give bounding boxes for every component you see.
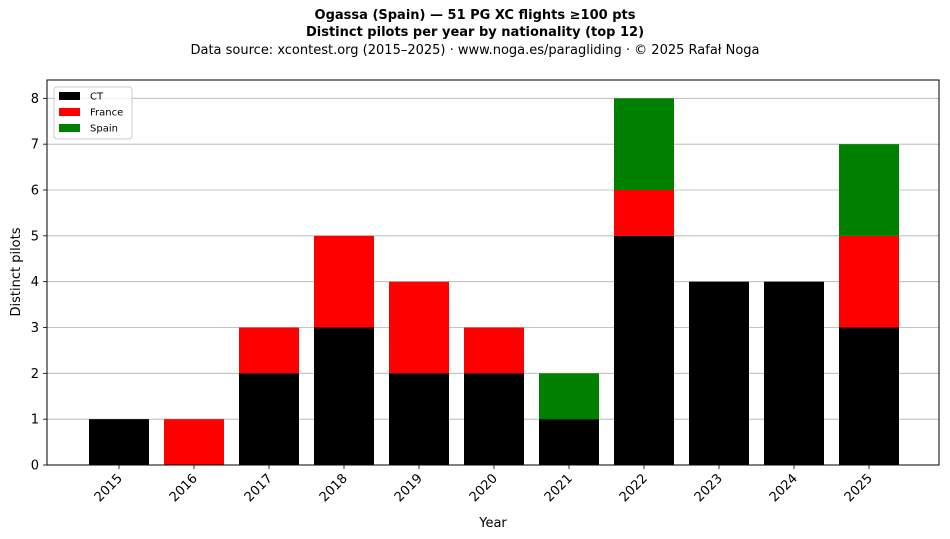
legend-swatch [59, 92, 80, 100]
bar-france-2018 [314, 235, 374, 328]
chart-title-line2: Distinct pilots per year by nationality … [305, 25, 645, 40]
y-tick-label: 6 [31, 184, 39, 199]
x-tick-label: 2016 [167, 471, 201, 505]
legend: CT France Spain [53, 86, 133, 140]
legend-label: France [90, 108, 123, 119]
x-tick-label: 2017 [242, 471, 276, 505]
chart-title: Ogassa (Spain) — 51 PG XC flights ≥100 p… [314, 8, 636, 23]
x-tick-label: 2023 [692, 471, 726, 505]
bar-spain-2022 [614, 98, 674, 190]
y-tick-label: 8 [31, 92, 39, 107]
x-tick-label: 2018 [317, 471, 351, 505]
x-tick-label: 2019 [392, 471, 426, 505]
x-axis: 2015 2016 2017 2018 2019 2020 2021 2022 2023 2024… [92, 465, 876, 505]
bar-ct-2017 [239, 373, 299, 465]
chart-subtitle: Data source: xcontest.org (2015–2025) · … [190, 43, 760, 58]
y-tick-label: 5 [31, 229, 39, 244]
y-tick-label: 3 [31, 321, 39, 336]
x-tick-label: 2020 [467, 471, 501, 505]
bar-ct-2021 [539, 419, 599, 465]
y-tick-label: 0 [31, 459, 39, 474]
legend-swatch [59, 108, 80, 116]
bar-ct-2015 [89, 419, 149, 465]
bar-france-2017 [239, 327, 299, 374]
bar-france-2016 [164, 419, 224, 465]
x-tick-label: 2025 [842, 471, 876, 505]
y-tick-label: 2 [31, 367, 39, 382]
legend-label: Spain [90, 124, 118, 135]
x-tick-label: 2015 [92, 471, 126, 505]
y-axis-label: Distinct pilots [9, 227, 24, 316]
x-axis-label: Year [478, 516, 507, 531]
plot-frame [46, 79, 940, 466]
x-tick-label: 2024 [767, 471, 801, 505]
y-tick-label: 4 [31, 275, 39, 290]
bar-ct-2020 [464, 373, 524, 465]
bar-france-2025 [839, 235, 899, 328]
bar-ct-2022 [614, 235, 674, 465]
bar-france-2022 [614, 190, 674, 236]
legend-label: CT [90, 92, 104, 103]
bar-spain-2025 [839, 144, 899, 236]
bar-ct-2023 [689, 281, 749, 465]
bar-ct-2024 [764, 281, 824, 465]
bar-ct-2025 [839, 327, 899, 465]
x-tick-label: 2022 [617, 471, 651, 505]
y-tick-label: 7 [31, 138, 39, 153]
bar-ct-2019 [389, 373, 449, 465]
bars [89, 98, 899, 465]
bar-france-2020 [464, 327, 524, 374]
x-tick-label: 2021 [542, 471, 576, 505]
bar-ct-2018 [314, 327, 374, 465]
y-axis: 0 1 2 3 4 5 6 7 8 [31, 92, 47, 474]
bar-spain-2021 [539, 373, 599, 420]
y-tick-label: 1 [31, 413, 39, 428]
bar-france-2019 [389, 281, 449, 374]
legend-swatch [59, 124, 80, 132]
